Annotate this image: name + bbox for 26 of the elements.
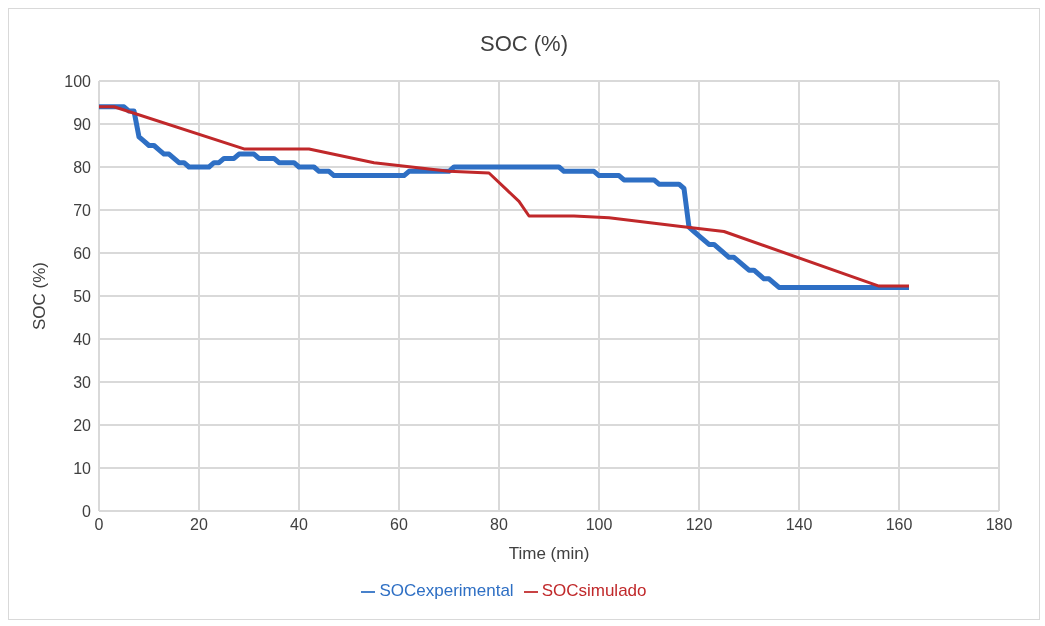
y-tick-label: 0: [82, 502, 92, 520]
y-tick-label: 30: [73, 373, 92, 391]
y-tick-label: 20: [73, 416, 92, 434]
y-tick-label: 80: [73, 158, 92, 176]
x-tick-label: 140: [785, 516, 813, 534]
legend-label: SOCexperimental: [379, 581, 514, 600]
y-tick-label: 10: [73, 459, 92, 477]
y-tick-label: 50: [73, 287, 92, 305]
x-tick-label: 180: [985, 516, 1013, 534]
y-tick-label: 90: [73, 115, 92, 133]
chart-title: SOC (%): [479, 30, 569, 58]
x-tick-label: 20: [190, 516, 208, 534]
x-tick-label: 80: [490, 516, 508, 534]
x-tick-label: 60: [390, 516, 408, 534]
x-tick-label: 160: [885, 516, 913, 534]
x-tick-label: 120: [685, 516, 713, 534]
y-tick-label: 60: [73, 244, 92, 262]
y-tick-label: 100: [64, 72, 92, 90]
y-tick-label: 70: [73, 201, 92, 219]
x-tick-label: 40: [290, 516, 308, 534]
y-tick-label: 40: [73, 330, 92, 348]
x-tick-label: 100: [585, 516, 613, 534]
x-tick-label: 0: [94, 516, 104, 534]
legend-label: SOCsimulado: [541, 581, 647, 600]
x-axis-title: Time (min): [508, 544, 590, 563]
y-axis-title: SOC (%): [30, 262, 50, 330]
